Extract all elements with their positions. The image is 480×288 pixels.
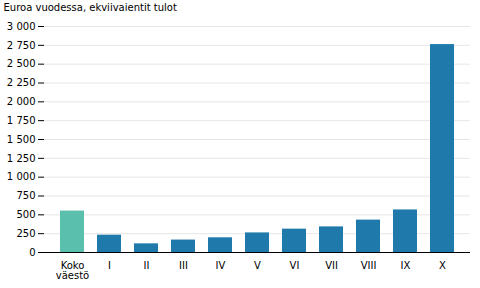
svg-text:1 750: 1 750 <box>7 115 36 126</box>
svg-text:2 750: 2 750 <box>7 40 36 51</box>
svg-text:VIII: VIII <box>361 260 377 271</box>
svg-text:IX: IX <box>401 260 411 271</box>
svg-text:X: X <box>439 260 446 271</box>
svg-text:V: V <box>254 260 261 271</box>
svg-text:500: 500 <box>16 209 35 220</box>
svg-text:IV: IV <box>216 260 226 271</box>
svg-text:1 000: 1 000 <box>7 171 36 182</box>
svg-text:III: III <box>179 260 188 271</box>
svg-text:3 000: 3 000 <box>7 21 36 32</box>
svg-text:0: 0 <box>29 247 35 258</box>
svg-text:750: 750 <box>16 190 35 201</box>
svg-text:Euroa vuodessa, ekviivaientit: Euroa vuodessa, ekviivaientit tulot <box>4 2 177 13</box>
svg-text:2 250: 2 250 <box>7 77 36 88</box>
svg-text:1 250: 1 250 <box>7 153 36 164</box>
svg-text:2 000: 2 000 <box>7 96 36 107</box>
svg-text:VI: VI <box>290 260 300 271</box>
svg-text:Kokoväestö: Kokoväestö <box>56 260 89 281</box>
svg-text:VII: VII <box>325 260 338 271</box>
svg-text:250: 250 <box>16 228 35 239</box>
svg-text:1 500: 1 500 <box>7 134 36 145</box>
svg-text:II: II <box>144 260 150 271</box>
svg-text:I: I <box>108 260 111 271</box>
svg-text:2 500: 2 500 <box>7 58 36 69</box>
